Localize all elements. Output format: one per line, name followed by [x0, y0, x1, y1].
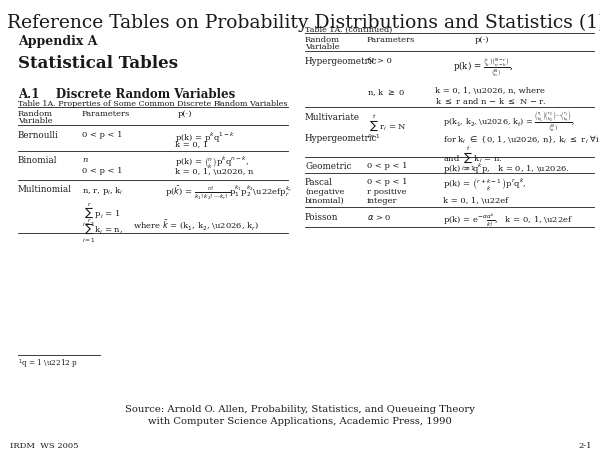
Text: $\alpha$ > 0: $\alpha$ > 0 — [367, 213, 392, 222]
Text: Variable: Variable — [305, 43, 340, 51]
Text: 0 < p < 1: 0 < p < 1 — [82, 131, 122, 139]
Text: Random: Random — [18, 110, 53, 118]
Text: binomial): binomial) — [305, 197, 345, 205]
Text: Multivariate: Multivariate — [305, 113, 360, 122]
Text: Source: Arnold O. Allen, Probability, Statistics, and Queueing Theory: Source: Arnold O. Allen, Probability, St… — [125, 405, 475, 414]
Text: k = 0, 1, \u2026, n, where: k = 0, 1, \u2026, n, where — [435, 87, 545, 95]
Text: Poisson: Poisson — [305, 213, 338, 222]
Text: p(k) = p$^k$q$^{1-k}$: p(k) = p$^k$q$^{1-k}$ — [175, 131, 235, 145]
Text: N > 0: N > 0 — [367, 57, 392, 65]
Text: $\sum_{i=1}^{t}$r$_i$ = N: $\sum_{i=1}^{t}$r$_i$ = N — [367, 112, 407, 141]
Text: integer: integer — [367, 197, 398, 205]
Text: n, r, p$_i$, k$_i$: n, r, p$_i$, k$_i$ — [82, 185, 124, 197]
Text: k = 0, 1, \u2026, n: k = 0, 1, \u2026, n — [175, 168, 253, 176]
Text: IRDM  WS 2005: IRDM WS 2005 — [10, 442, 79, 450]
Text: where $\bar{k}$ = (k$_1$, k$_2$, \u2026, k$_r$): where $\bar{k}$ = (k$_1$, k$_2$, \u2026,… — [133, 218, 259, 232]
Text: Random: Random — [305, 36, 340, 44]
Text: Binomial: Binomial — [18, 156, 58, 165]
Text: p(k) = $\binom{n}{k}$p$^k$q$^{n-k}$,: p(k) = $\binom{n}{k}$p$^k$q$^{n-k}$, — [175, 155, 250, 171]
Text: Parameters: Parameters — [82, 110, 130, 118]
Text: A.1    Discrete Random Variables: A.1 Discrete Random Variables — [18, 88, 235, 101]
Text: and $\sum_{i=1}^{t}$k$_i$ = n.: and $\sum_{i=1}^{t}$k$_i$ = n. — [443, 144, 503, 173]
Text: $\sum_{i=1}^{r}$k$_i$ = n,: $\sum_{i=1}^{r}$k$_i$ = n, — [82, 217, 123, 245]
Text: 0 < p < 1: 0 < p < 1 — [367, 162, 407, 170]
Text: Geometric: Geometric — [305, 162, 352, 171]
Text: n, k $\geq$ 0: n, k $\geq$ 0 — [367, 87, 405, 98]
Text: p(k) = $\binom{r+k-1}{k}$p$^r$q$^k$,: p(k) = $\binom{r+k-1}{k}$p$^r$q$^k$, — [443, 177, 527, 194]
Text: Table 1A. (continued): Table 1A. (continued) — [305, 26, 392, 34]
Text: with Computer Science Applications, Academic Press, 1990: with Computer Science Applications, Acad… — [148, 417, 452, 426]
Text: p(k) = e$^{-\alpha}$$\frac{\alpha^k}{k!}$,   k = 0, 1, \u22ef: p(k) = e$^{-\alpha}$$\frac{\alpha^k}{k!}… — [443, 212, 573, 230]
Text: for k$_i$ $\in$ {0, 1, \u2026, n}, k$_i$ $\leq$ r$_i$ $\forall$i: for k$_i$ $\in$ {0, 1, \u2026, n}, k$_i$… — [443, 134, 600, 147]
Text: p(·): p(·) — [475, 36, 490, 44]
Text: Hypergeometric: Hypergeometric — [305, 57, 377, 66]
Text: 2-1: 2-1 — [578, 442, 592, 450]
Text: Appendix A: Appendix A — [18, 35, 97, 48]
Text: p(k) = $\frac{\binom{r}{k}\binom{N-r}{n-k}}{\binom{N}{n}}$,: p(k) = $\frac{\binom{r}{k}\binom{N-r}{n-… — [453, 56, 514, 79]
Text: Table 1A. Properties of Some Common Discrete Random Variables: Table 1A. Properties of Some Common Disc… — [18, 100, 287, 108]
Text: $\sum_{i=1}^{r}$p$_i$ = 1: $\sum_{i=1}^{r}$p$_i$ = 1 — [82, 201, 121, 229]
Text: k = 0, 1: k = 0, 1 — [175, 140, 208, 148]
Text: k $\leq$ r and n $-$ k $\leq$ N $-$ r.: k $\leq$ r and n $-$ k $\leq$ N $-$ r. — [435, 96, 547, 106]
Text: Pascal: Pascal — [305, 178, 333, 187]
Text: (negative: (negative — [305, 188, 344, 196]
Text: $^1$q = 1 \u2212 p: $^1$q = 1 \u2212 p — [18, 358, 78, 371]
Text: p(k) = q$^k$p,   k = 0, 1, \u2026.: p(k) = q$^k$p, k = 0, 1, \u2026. — [443, 162, 569, 176]
Text: 1: 1 — [217, 101, 221, 106]
Text: Multinomial: Multinomial — [18, 185, 72, 194]
Text: p($\bar{k}$) = $\frac{n!}{k_1!k_2!\cdots k_r!}$p$_1^{k_1}$p$_2^{k_2}$\u22efp$_r^: p($\bar{k}$) = $\frac{n!}{k_1!k_2!\cdots… — [165, 184, 293, 202]
Text: Reference Tables on Probability Distributions and Statistics (1): Reference Tables on Probability Distribu… — [7, 14, 600, 32]
Text: p(k$_1$, k$_2$, \u2026, k$_t$) = $\frac{\binom{r_1}{k_1}\binom{r_2}{k_2}\cdots\b: p(k$_1$, k$_2$, \u2026, k$_t$) = $\frac{… — [443, 111, 575, 135]
Text: 0 < p < 1: 0 < p < 1 — [82, 167, 122, 175]
Text: k = 0, 1, \u22ef: k = 0, 1, \u22ef — [443, 197, 508, 205]
Text: Hypergeometric: Hypergeometric — [305, 134, 377, 143]
Text: Bernoulli: Bernoulli — [18, 131, 59, 140]
Text: Statistical Tables: Statistical Tables — [18, 55, 178, 72]
Text: n: n — [82, 156, 88, 164]
Text: Variable: Variable — [18, 117, 53, 125]
Text: p(·): p(·) — [178, 110, 193, 118]
Text: 0 < p < 1: 0 < p < 1 — [367, 178, 407, 186]
Text: r positive: r positive — [367, 188, 407, 196]
Text: Parameters: Parameters — [367, 36, 415, 44]
